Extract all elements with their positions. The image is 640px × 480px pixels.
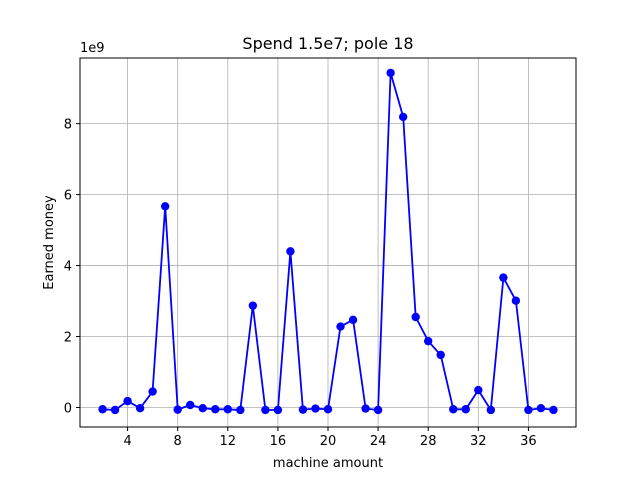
x-tick-label: 12 xyxy=(220,434,237,449)
data-point xyxy=(549,405,558,415)
data-point xyxy=(311,404,320,413)
data-point xyxy=(123,396,132,406)
data-point xyxy=(398,112,408,122)
data-point xyxy=(373,405,383,415)
data-point xyxy=(110,405,120,415)
x-axis-label: machine amount xyxy=(273,456,383,471)
data-point xyxy=(536,403,546,413)
data-point xyxy=(474,385,483,395)
x-tick-label: 16 xyxy=(270,434,287,449)
data-point xyxy=(160,202,170,211)
data-point xyxy=(273,405,283,415)
y-tick-label: 8 xyxy=(64,118,72,133)
data-point xyxy=(286,247,295,256)
x-tick-label: 32 xyxy=(470,434,487,449)
data-point xyxy=(186,400,195,410)
data-point xyxy=(261,405,270,415)
x-tick-label: 4 xyxy=(123,434,131,449)
data-point xyxy=(211,405,220,414)
data-point xyxy=(236,405,245,415)
x-tick-label: 28 xyxy=(420,434,437,449)
x-tick-label: 8 xyxy=(174,434,182,449)
x-tick-label: 36 xyxy=(520,434,537,449)
data-point xyxy=(411,312,420,322)
data-point xyxy=(511,296,521,305)
data-point xyxy=(148,387,157,396)
data-point xyxy=(361,404,370,413)
data-point xyxy=(298,405,308,414)
y-axis-label: Earned money xyxy=(42,195,57,290)
data-point xyxy=(436,350,445,360)
data-point xyxy=(336,322,345,331)
data-series xyxy=(98,68,558,415)
data-point xyxy=(461,405,470,414)
y-tick-label: 0 xyxy=(64,401,72,416)
y-tick-label: 2 xyxy=(64,331,72,346)
data-point xyxy=(386,68,395,78)
data-point xyxy=(248,301,258,310)
data-point xyxy=(173,405,182,414)
y-tick-label: 6 xyxy=(64,189,72,204)
chart-title: Spend 1.5e7; pole 18 xyxy=(242,34,413,53)
x-tick-label: 24 xyxy=(370,434,387,449)
data-point xyxy=(424,336,433,346)
data-point xyxy=(135,403,145,413)
x-tick-label: 20 xyxy=(320,434,337,449)
data-point xyxy=(348,315,358,325)
data-point xyxy=(198,403,207,413)
data-point xyxy=(524,405,533,415)
y-axis-multiplier: 1e9 xyxy=(80,41,105,56)
data-point xyxy=(98,405,107,414)
data-point xyxy=(449,405,458,414)
data-point xyxy=(499,273,508,282)
data-point xyxy=(323,405,333,414)
data-point xyxy=(486,405,496,415)
y-tick-label: 4 xyxy=(64,260,72,275)
data-point xyxy=(223,405,232,414)
